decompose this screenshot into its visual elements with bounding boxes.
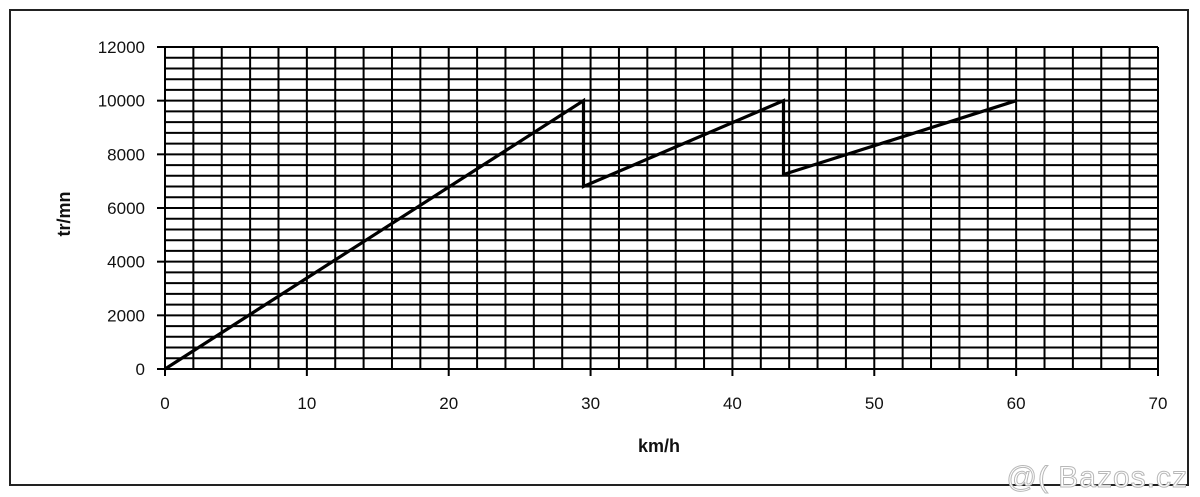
x-tick-label: 40 [723,394,742,413]
x-tick-label: 0 [160,394,169,413]
x-tick-label: 10 [297,394,316,413]
x-axis-title: km/h [638,436,680,456]
y-tick-label: 4000 [107,253,145,272]
y-tick-label: 6000 [107,199,145,218]
watermark: @( Bazos.cz [1006,461,1188,495]
x-axis-tick-labels: 0 10 20 30 40 50 60 70 [160,394,1167,413]
y-axis-tick-labels: 0 2000 4000 6000 8000 10000 12000 [98,38,145,379]
y-axis-title: tr/mn [54,192,74,237]
chart-frame [9,9,1189,486]
y-tick-label: 10000 [98,92,145,111]
x-tick-label: 20 [439,394,458,413]
y-tick-label: 12000 [98,38,145,57]
x-tick-label: 60 [1007,394,1026,413]
x-tick-label: 70 [1149,394,1168,413]
x-tick-label: 30 [581,394,600,413]
grid-lines [164,46,1159,370]
y-tick-label: 8000 [107,145,145,164]
y-tick-label: 0 [136,360,145,379]
data-line [164,97,1017,371]
axis-ticks [157,46,1159,376]
y-tick-label: 2000 [107,306,145,325]
x-tick-label: 50 [865,394,884,413]
